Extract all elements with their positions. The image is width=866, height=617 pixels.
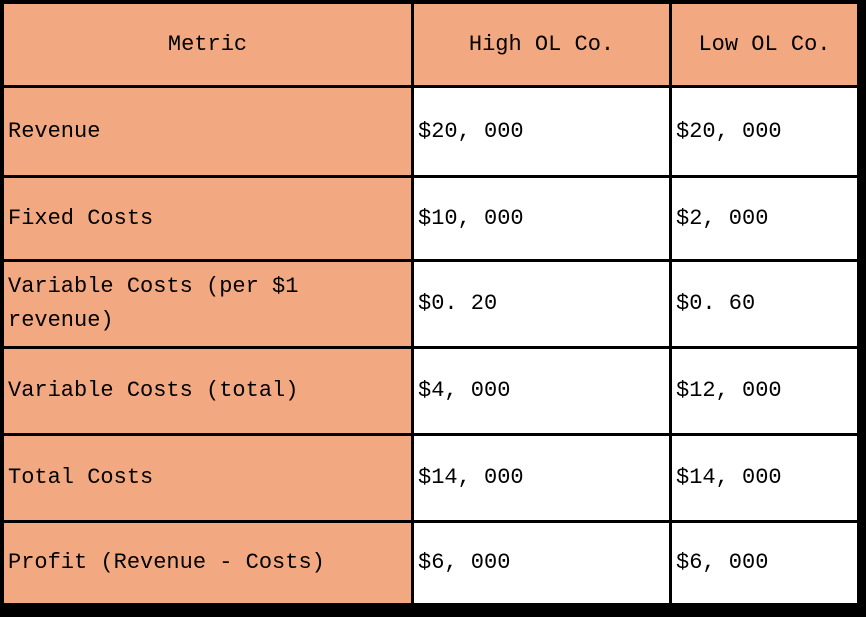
table-row-revenue: Revenue $20, 000 $20, 000 [1, 85, 860, 178]
value-cell-high: $4, 000 [411, 346, 672, 436]
column-header-high-ol: High OL Co. [411, 1, 672, 88]
table-row-variable-costs-per-dollar: Variable Costs (per $1 revenue) $0. 20 $… [1, 259, 860, 349]
table-row-fixed-costs: Fixed Costs $10, 000 $2, 000 [1, 175, 860, 262]
value-cell-low: $12, 000 [669, 346, 860, 436]
value-cell-high: $20, 000 [411, 85, 672, 178]
column-header-metric: Metric [1, 1, 414, 88]
value-cell-high: $14, 000 [411, 433, 672, 523]
table-row-total-costs: Total Costs $14, 000 $14, 000 [1, 433, 860, 523]
metric-cell: Variable Costs (total) [1, 346, 414, 436]
metric-cell: Fixed Costs [1, 175, 414, 262]
column-header-low-ol: Low OL Co. [669, 1, 860, 88]
metric-cell: Total Costs [1, 433, 414, 523]
table-row-variable-costs-total: Variable Costs (total) $4, 000 $12, 000 [1, 346, 860, 436]
value-cell-low: $2, 000 [669, 175, 860, 262]
operating-leverage-table: Metric High OL Co. Low OL Co. Revenue $2… [1, 1, 860, 606]
metric-cell: Revenue [1, 85, 414, 178]
value-cell-high: $0. 20 [411, 259, 672, 349]
value-cell-low: $6, 000 [669, 520, 860, 606]
table-row-profit: Profit (Revenue - Costs) $6, 000 $6, 000 [1, 520, 860, 606]
value-cell-low: $0. 60 [669, 259, 860, 349]
value-cell-low: $14, 000 [669, 433, 860, 523]
metric-cell: Profit (Revenue - Costs) [1, 520, 414, 606]
header-row: Metric High OL Co. Low OL Co. [1, 1, 860, 88]
metric-cell: Variable Costs (per $1 revenue) [1, 259, 414, 349]
value-cell-high: $10, 000 [411, 175, 672, 262]
value-cell-high: $6, 000 [411, 520, 672, 606]
value-cell-low: $20, 000 [669, 85, 860, 178]
